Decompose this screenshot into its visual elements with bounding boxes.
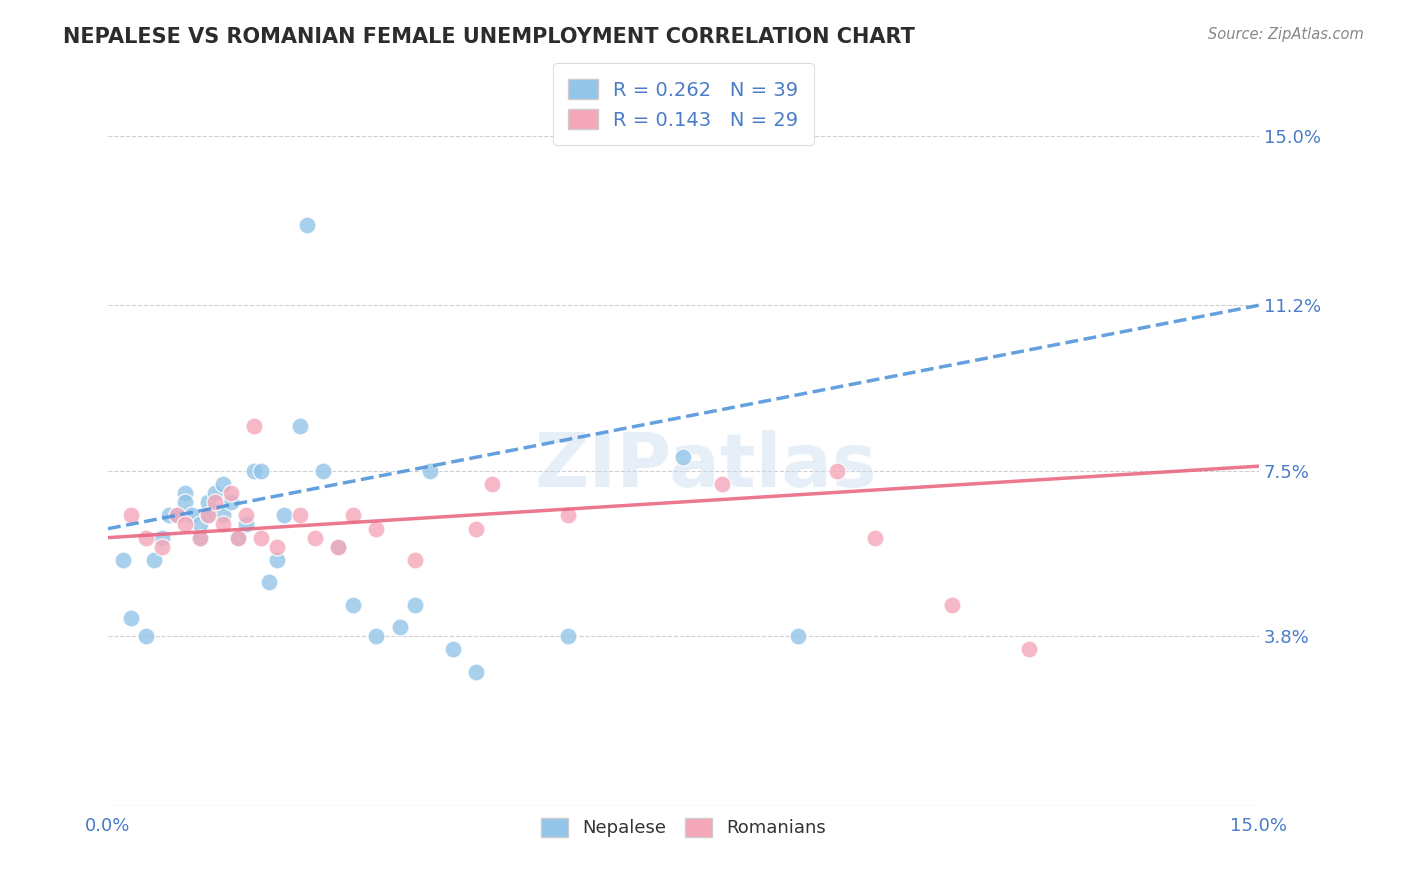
Point: [710, 477, 733, 491]
Point: [288, 419, 311, 434]
Point: [157, 508, 180, 523]
Point: [197, 508, 219, 523]
Point: [250, 464, 273, 478]
Point: [1018, 642, 1040, 657]
Point: [173, 486, 195, 500]
Point: [557, 629, 579, 643]
Text: ZIPatlas: ZIPatlas: [536, 430, 877, 503]
Point: [266, 540, 288, 554]
Point: [250, 531, 273, 545]
Point: [150, 540, 173, 554]
Point: [120, 611, 142, 625]
Point: [197, 508, 219, 523]
Point: [465, 665, 488, 679]
Point: [188, 517, 211, 532]
Point: [112, 553, 135, 567]
Point: [863, 531, 886, 545]
Point: [150, 531, 173, 545]
Point: [173, 517, 195, 532]
Point: [326, 540, 349, 554]
Point: [465, 522, 488, 536]
Point: [188, 531, 211, 545]
Point: [297, 218, 319, 232]
Point: [135, 531, 157, 545]
Point: [219, 486, 242, 500]
Point: [135, 629, 157, 643]
Point: [242, 464, 264, 478]
Point: [166, 508, 188, 523]
Text: NEPALESE VS ROMANIAN FEMALE UNEMPLOYMENT CORRELATION CHART: NEPALESE VS ROMANIAN FEMALE UNEMPLOYMENT…: [63, 27, 915, 46]
Point: [228, 531, 250, 545]
Point: [481, 477, 503, 491]
Point: [235, 508, 257, 523]
Point: [235, 517, 257, 532]
Point: [219, 495, 242, 509]
Point: [787, 629, 810, 643]
Point: [326, 540, 349, 554]
Point: [312, 464, 335, 478]
Legend: Nepalese, Romanians: Nepalese, Romanians: [534, 811, 832, 845]
Point: [143, 553, 166, 567]
Point: [188, 531, 211, 545]
Point: [342, 598, 364, 612]
Text: Source: ZipAtlas.com: Source: ZipAtlas.com: [1208, 27, 1364, 42]
Point: [366, 629, 388, 643]
Point: [404, 553, 426, 567]
Point: [388, 620, 411, 634]
Point: [204, 486, 226, 500]
Point: [404, 598, 426, 612]
Point: [228, 531, 250, 545]
Point: [242, 419, 264, 434]
Point: [181, 508, 204, 523]
Point: [441, 642, 464, 657]
Point: [212, 517, 235, 532]
Point: [366, 522, 388, 536]
Point: [212, 477, 235, 491]
Point: [166, 508, 188, 523]
Point: [197, 495, 219, 509]
Point: [941, 598, 963, 612]
Point: [825, 464, 848, 478]
Point: [266, 553, 288, 567]
Point: [419, 464, 441, 478]
Point: [212, 508, 235, 523]
Point: [257, 575, 280, 590]
Point: [273, 508, 295, 523]
Point: [304, 531, 326, 545]
Point: [672, 450, 695, 465]
Point: [173, 495, 195, 509]
Point: [342, 508, 364, 523]
Point: [204, 495, 226, 509]
Point: [557, 508, 579, 523]
Point: [120, 508, 142, 523]
Point: [288, 508, 311, 523]
